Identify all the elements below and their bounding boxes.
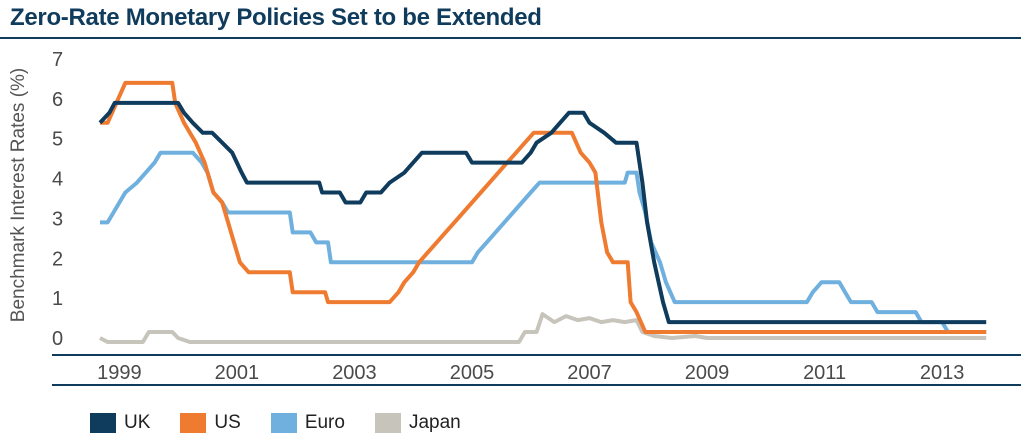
y-tick-label: 5 [52,129,63,151]
x-tick-label: 2005 [450,362,495,384]
y-tick-label: 1 [52,288,63,310]
legend-label: US [214,412,241,433]
x-tick-label: 2007 [567,362,612,384]
y-tick-label: 0 [52,328,63,350]
x-tick-label: 2011 [803,362,846,384]
legend: UK US Euro Japan [90,412,491,434]
legend-swatch [374,413,401,433]
x-tick-label: 1999 [97,362,142,384]
x-axis-ticks: 1999 2001 2003 2005 2007 2009 2011 2013 [97,362,964,384]
x-tick-label: 2001 [215,362,260,384]
title-divider [0,37,1021,39]
x-tick-label: 2009 [685,362,730,384]
series-lines [98,80,987,344]
y-tick-label: 7 [52,49,63,71]
y-axis-title: Benchmark Interest Rates (%) [8,68,29,322]
series-line-euro [100,150,987,334]
legend-item-uk: UK [90,412,150,434]
x-tick-label: 2003 [332,362,377,384]
y-tick-label: 2 [52,248,63,270]
series-line-us [100,80,987,334]
series-line-uk [98,100,987,325]
line-chart: Benchmark Interest Rates (%) 0 1 2 3 4 5 6 7 19… [8,49,1021,386]
y-tick-label: 4 [52,169,63,191]
legend-label: Japan [408,412,461,433]
legend-swatch [90,413,116,433]
legend-item-japan: Japan [374,412,461,434]
legend-label: UK [124,412,151,433]
legend-swatch [270,413,297,433]
y-tick-label: 3 [52,208,63,230]
legend-item-euro: Euro [270,412,345,434]
x-tick-label: 2013 [920,362,965,384]
y-axis-ticks: 0 1 2 3 4 5 6 7 [52,49,63,350]
legend-label: Euro [304,412,345,433]
series-line-japan [99,312,987,344]
legend-swatch [180,413,207,433]
chart-title: Zero-Rate Monetary Policies Set to be Ex… [10,4,542,31]
legend-item-us: US [180,412,241,434]
y-tick-label: 6 [52,89,63,111]
